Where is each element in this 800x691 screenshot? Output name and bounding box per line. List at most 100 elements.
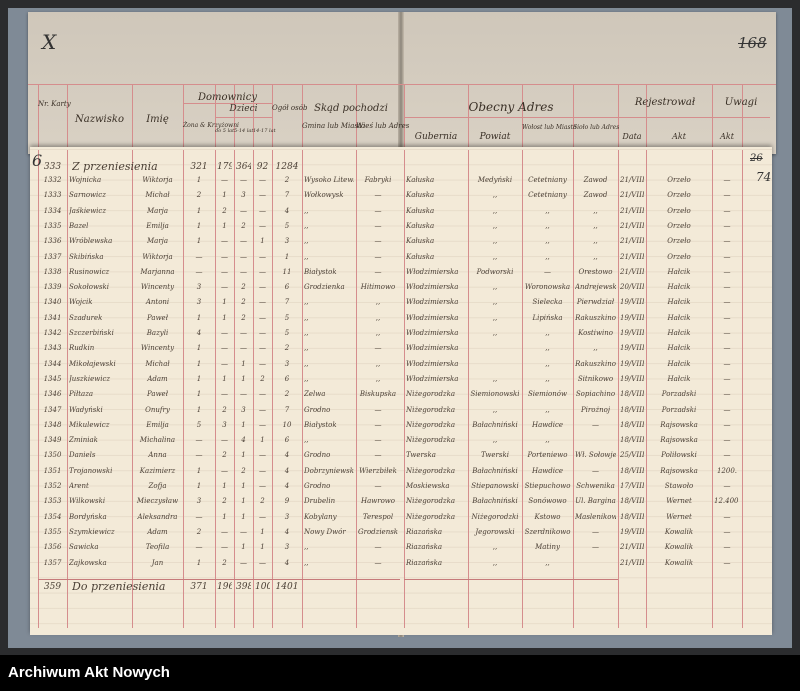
cell-akt: Poliłowski <box>661 451 697 460</box>
cell-nr: 1340 <box>43 298 62 307</box>
archive-banner: Archiwum Akt Nowych <box>0 655 800 691</box>
archive-name: Archiwum Akt Nowych <box>8 664 170 681</box>
cell-zona: 3 <box>196 497 202 506</box>
cell-nazwisko: Zajkowska <box>69 558 107 567</box>
cell-d1: 1 <box>222 313 227 322</box>
column-rule <box>356 150 357 628</box>
cell-gmina: Drubelin <box>304 497 336 506</box>
cell-powiat: Niżegorodzki <box>471 512 519 521</box>
cell-nazwisko: Daniels <box>69 451 96 460</box>
cell-siolo: — <box>592 527 599 536</box>
cell-d1: 1 <box>222 221 227 230</box>
cell-d3: — <box>259 420 266 429</box>
cell-gubernia: Kałuska <box>406 191 435 200</box>
column-rule <box>712 150 713 628</box>
cell-wolost: ,, <box>545 359 550 368</box>
column-rule <box>234 150 235 628</box>
cell-zona: 1 <box>196 390 202 399</box>
cell-d2: 1 <box>241 512 246 521</box>
cell-uwagi: — <box>723 405 731 414</box>
cell-uwagi: — <box>723 512 731 521</box>
cell-powiat: Twerski <box>481 451 509 460</box>
cell-uwagi: — <box>723 558 731 567</box>
cell-powiat: ,, <box>492 221 498 230</box>
cell-powiat: ,, <box>492 543 498 552</box>
cell-imie: Kazimierz <box>139 466 176 475</box>
cell-data: 18/VIII 1915 <box>620 420 644 429</box>
cell-zona: 2 <box>196 527 202 536</box>
cell-nazwisko: Wojnicka <box>69 176 102 184</box>
column-rule <box>67 150 68 628</box>
cell-gubernia: Twerska <box>406 451 436 460</box>
cell-wies: — <box>374 436 382 445</box>
cell-d3: — <box>259 221 266 230</box>
cell-imie: Bazyli <box>146 329 169 337</box>
cell-imie: Mieczysław <box>136 497 179 506</box>
cell-imie: Paweł <box>147 313 168 322</box>
cell-gubernia: Niżegorodzka <box>406 497 456 506</box>
cell-label: Z przeniesienia <box>72 160 158 173</box>
cell-d1: 179 <box>217 162 232 172</box>
cell-zona: — <box>195 512 203 521</box>
cell-d1: 196 <box>217 581 232 592</box>
cell-d2: 1 <box>241 374 246 383</box>
cell-nazwisko: Bazel <box>69 221 89 230</box>
cell-ogol: 1401 <box>275 581 299 592</box>
cell-imie: Michał <box>145 191 170 200</box>
cell-wies: — <box>374 191 382 200</box>
cell-siolo: Schwenika <box>576 482 615 490</box>
cell-zona: 1 <box>196 237 202 246</box>
cell-nr: 1354 <box>43 512 62 521</box>
header-uwagi: Uwagi <box>724 97 758 108</box>
cell-uwagi: — <box>723 206 731 215</box>
cell-gubernia: Włodzimierska <box>406 359 459 368</box>
cell-siolo: Sopiachino <box>575 390 616 399</box>
cell-nr: 1338 <box>43 267 62 276</box>
cell-nr: 1334 <box>43 206 62 215</box>
cell-akt: Kowalik <box>664 527 694 536</box>
cell-akt: Rajsowska <box>660 420 698 429</box>
cell-nr: 1357 <box>43 558 62 567</box>
cell-wies: — <box>374 344 382 353</box>
cell-data: 21/VIII 1915 <box>620 221 644 230</box>
cell-imie: Marja <box>146 206 169 215</box>
cell-gubernia: Niżegorodzka <box>406 512 456 521</box>
cell-nr: 1332 <box>43 176 62 184</box>
cell-nazwisko: Sarnowicz <box>69 191 106 200</box>
cell-nazwisko: Sawicka <box>69 543 99 552</box>
cell-akt: Hałcik <box>667 344 691 353</box>
cell-data: 21/VIII 1915 <box>620 191 644 200</box>
cell-d1: — <box>221 283 228 292</box>
cell-d3: — <box>259 313 266 322</box>
cell-powiat: ,, <box>492 283 498 292</box>
cell-uwagi: — <box>723 359 731 368</box>
cell-wolost: ,, <box>545 237 550 246</box>
cell-gubernia: Niżegorodzka <box>406 405 456 414</box>
cell-d1: — <box>221 390 228 399</box>
cell-d1: — <box>221 176 228 184</box>
cell-siolo: Kostiwino <box>578 329 613 337</box>
cell-imie: Wiktorja <box>142 252 173 261</box>
header-dzieci: Dzieci <box>229 104 258 114</box>
cell-uwagi: 12.400 — 25000 Rbs. <box>714 497 740 506</box>
cell-wolost: Cetetniany <box>528 176 567 184</box>
cell-data: 17/VIII 1915 <box>620 482 644 490</box>
cell-nr: 1352 <box>43 482 62 490</box>
column-rule <box>132 150 133 628</box>
cell-data: 18/VIII 1915 <box>620 466 644 475</box>
cell-data: 19/VIII 1915 <box>620 329 644 337</box>
header-wolost: Wołost lub Miasto <box>522 124 577 131</box>
cell-gubernia: Kałuska <box>406 206 435 215</box>
cell-d2: — <box>240 527 247 536</box>
cell-d1: 2 <box>222 558 227 567</box>
header-column-rule <box>67 85 68 149</box>
cell-gubernia: Niżegorodzka <box>406 390 456 399</box>
cell-nazwisko: Bordyńska <box>69 512 107 521</box>
cell-nazwisko: Jaśkiewicz <box>69 206 107 215</box>
cell-gmina: Wysoko Litewska <box>304 176 354 184</box>
cell-gubernia: Kałuska <box>406 221 435 230</box>
cell-nazwisko: Sokołowski <box>69 283 110 292</box>
cell-d2: — <box>240 252 247 261</box>
cell-gmina: Nowy Dwór <box>304 527 346 536</box>
cell-zona: 1 <box>196 206 202 215</box>
